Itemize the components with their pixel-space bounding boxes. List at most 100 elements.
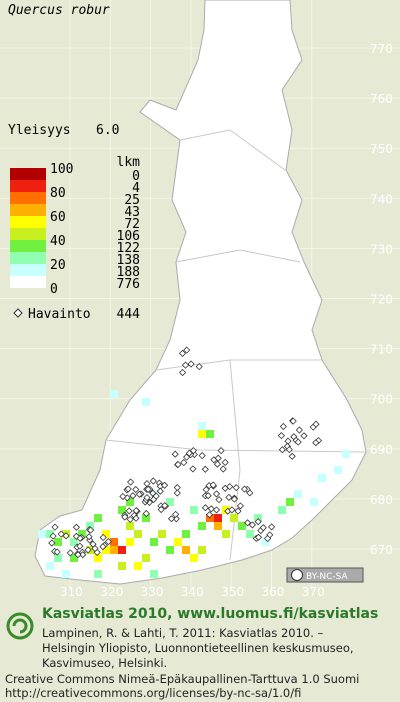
observation-marker	[124, 485, 132, 493]
observation-marker	[217, 447, 225, 455]
observation-marker	[289, 417, 297, 425]
region-border	[175, 249, 301, 263]
occurrence-cell	[126, 538, 134, 546]
occurrence-cell	[150, 570, 158, 578]
observation-marker	[91, 544, 99, 553]
observation-marker	[85, 533, 93, 541]
y-axis-label: 740	[370, 192, 393, 206]
observation-marker	[277, 432, 285, 440]
occurrence-cell	[142, 398, 150, 406]
occurrence-cell	[166, 546, 174, 554]
observation-marker	[99, 533, 107, 542]
occurrence-cell	[214, 522, 222, 530]
observation-marker	[74, 551, 82, 559]
frequency-value: 6.0	[96, 123, 119, 138]
observation-marker	[167, 515, 176, 523]
observation-marker	[129, 492, 137, 500]
legend-count: 43	[124, 205, 140, 220]
y-axis-label: 690	[370, 443, 393, 457]
observation-marker	[225, 493, 233, 501]
observation-icon	[13, 308, 23, 318]
occurrence-cell	[198, 430, 206, 438]
legend-swatch	[10, 240, 46, 252]
legend-scale-label: 60	[50, 210, 66, 225]
occurrence-cell	[206, 514, 214, 522]
observation-marker	[121, 513, 129, 521]
observation-marker	[240, 485, 249, 493]
observation-marker	[143, 480, 151, 488]
observation-marker	[212, 490, 221, 498]
legend-count: 0	[132, 169, 140, 184]
region-borders	[105, 129, 367, 561]
observation-marker	[312, 420, 320, 428]
occurrence-cell	[118, 546, 126, 554]
frequency-label: Yleisyys	[8, 123, 71, 138]
badge-box	[286, 567, 364, 583]
observation-marker	[179, 368, 187, 377]
occurrence-cell	[310, 498, 318, 506]
badge-text: BY-NC-SA	[306, 572, 349, 582]
region-border	[229, 359, 241, 561]
occurrence-cell	[118, 506, 126, 514]
observation-marker	[201, 504, 209, 512]
occurrence-cell	[190, 554, 198, 562]
legend-count: 72	[124, 217, 140, 232]
logo-ring	[6, 612, 34, 640]
observation-marker	[173, 489, 181, 497]
observation-marker	[143, 494, 151, 502]
observation-marker	[57, 530, 65, 538]
legend-swatch	[10, 264, 46, 276]
occurrence-cell	[198, 422, 206, 430]
observation-marker	[254, 518, 262, 526]
legend-count: 188	[117, 265, 140, 280]
occurrence-cell	[118, 562, 126, 570]
observation-marker	[295, 426, 303, 434]
occurrence-cell	[230, 514, 238, 522]
occurrence-cell	[94, 554, 102, 562]
occurrence-cell	[158, 530, 166, 538]
legend-swatch	[10, 168, 46, 180]
legend-swatch	[10, 252, 46, 264]
license-line: http://creativecommons.org/licenses/by-n…	[5, 686, 301, 700]
y-axis-label: 730	[370, 242, 393, 256]
license-badge: BY-NC-SA	[286, 567, 364, 583]
y-axis-label: 670	[370, 543, 393, 557]
legend-swatch	[10, 192, 46, 204]
observation-marker	[99, 543, 107, 551]
occurrence-cell	[198, 522, 206, 530]
observation-marker	[215, 496, 223, 504]
occurrence-cell	[182, 546, 190, 554]
observation-marker	[161, 481, 169, 489]
occurrence-cell	[94, 514, 102, 522]
occurrence-cell	[70, 554, 78, 562]
observation-marker	[312, 439, 320, 447]
legend-count: 138	[117, 253, 140, 268]
observation-marker	[279, 422, 287, 431]
citation-line: Kasvimuseo, Helsinki.	[42, 656, 167, 670]
observation-marker	[53, 548, 61, 556]
legend-scale-label: 0	[50, 282, 58, 297]
occurrence-cell	[198, 546, 206, 554]
observation-marker	[127, 478, 135, 486]
site-title: Kasviatlas 2010, www.luomus.fi/kasviatla…	[42, 606, 378, 622]
x-axis-label: 320	[100, 585, 123, 599]
observation-marker	[79, 551, 87, 559]
observation-marker	[144, 485, 152, 493]
logo	[6, 612, 34, 640]
y-axis-label: 720	[370, 293, 393, 307]
occurrence-cell	[46, 562, 54, 570]
legend-swatch	[10, 204, 46, 216]
occurrence-cell	[46, 530, 54, 538]
region-border	[105, 439, 367, 453]
occurrence-cell	[102, 530, 110, 538]
legend-scale-label: 20	[50, 258, 66, 273]
observation-marker	[204, 492, 212, 500]
legend-scale-label: 40	[50, 234, 66, 249]
observation-marker	[171, 450, 179, 458]
x-axis-label: 350	[221, 585, 244, 599]
y-axis-label: 760	[370, 92, 393, 106]
observation-marker	[142, 509, 150, 518]
y-axis-label: 700	[370, 393, 393, 407]
